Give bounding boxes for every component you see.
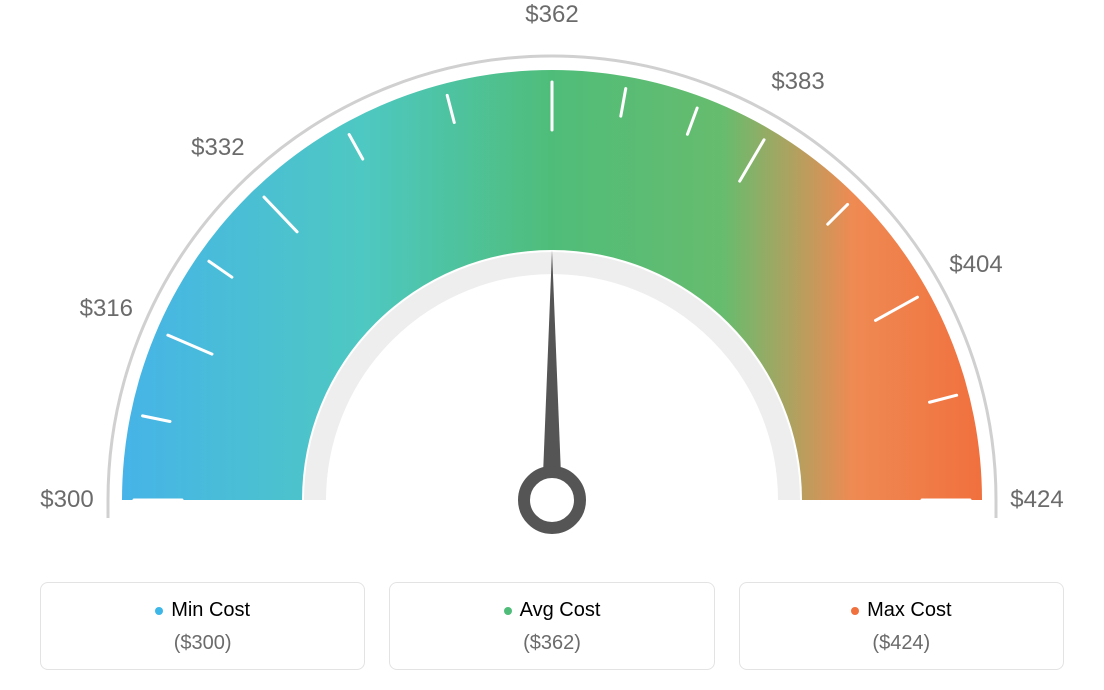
- dot-icon: [504, 607, 512, 615]
- legend-value-min: ($300): [41, 632, 364, 655]
- legend-value-max: ($424): [740, 632, 1063, 655]
- legend-value-avg: ($362): [390, 632, 713, 655]
- gauge-tick-label: $404: [949, 251, 1002, 279]
- dot-icon: [155, 607, 163, 615]
- gauge-tick-label: $332: [191, 134, 244, 162]
- legend-row: Min Cost ($300) Avg Cost ($362) Max Cost…: [0, 582, 1104, 670]
- gauge-tick-label: $316: [80, 295, 133, 323]
- gauge-tick-label: $424: [1010, 486, 1063, 514]
- dot-icon: [851, 607, 859, 615]
- gauge-chart: $300 $316 $332 $362 $383 $404 $424: [0, 0, 1104, 560]
- legend-title-label: Avg Cost: [520, 599, 601, 622]
- gauge-tick-label: $383: [771, 68, 824, 96]
- gauge-tick-label: $300: [40, 486, 93, 514]
- gauge-svg: [0, 0, 1104, 560]
- legend-card-min: Min Cost ($300): [40, 582, 365, 670]
- legend-title-min: Min Cost: [155, 599, 250, 622]
- legend-card-max: Max Cost ($424): [739, 582, 1064, 670]
- gauge-tick-label: $362: [525, 1, 578, 29]
- legend-title-label: Min Cost: [171, 599, 250, 622]
- legend-title-max: Max Cost: [851, 599, 951, 622]
- legend-title-avg: Avg Cost: [504, 599, 601, 622]
- legend-title-label: Max Cost: [867, 599, 951, 622]
- legend-card-avg: Avg Cost ($362): [389, 582, 714, 670]
